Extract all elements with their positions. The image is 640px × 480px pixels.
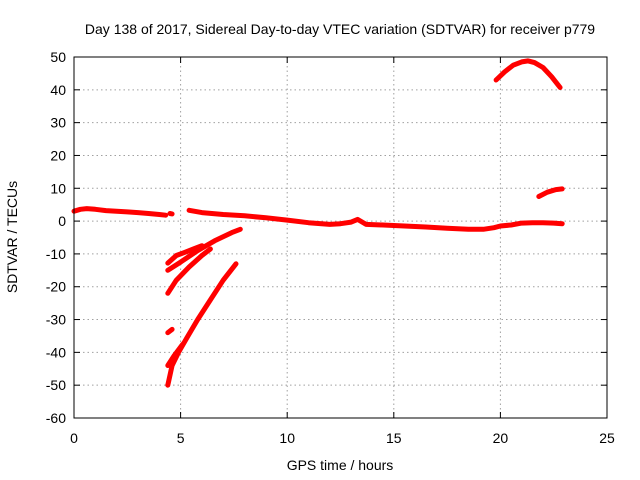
series-arc-drop-d: [165, 326, 175, 336]
series-arc-drop-f: [165, 341, 186, 368]
x-tick-label: 15: [386, 430, 402, 446]
y-tick-label: 10: [50, 180, 66, 196]
y-tick-label: 0: [58, 213, 66, 229]
axis-ticks: [73, 56, 608, 419]
y-axis-label: SDTVAR / TECUs: [4, 181, 20, 293]
y-tick-label: 30: [50, 115, 66, 131]
y-tick-label: -60: [46, 410, 66, 426]
x-tick-label: 20: [493, 430, 509, 446]
plot-frame: [73, 56, 608, 419]
x-axis-label: GPS time / hours: [287, 457, 394, 473]
x-tick-label: 5: [177, 430, 185, 446]
y-tick-label: 50: [50, 49, 66, 65]
series-arc-drop-a: [165, 243, 205, 266]
y-tick-labels: -60 -50 -40 -30 -20 -10 0 10 20 30 40 50: [46, 49, 66, 426]
y-tick-label: -50: [46, 377, 66, 393]
series-arc-drop-e: [165, 261, 239, 388]
grid-lines: [74, 57, 607, 418]
x-tick-label: 0: [70, 430, 78, 446]
series-arc-high-peak: [493, 58, 563, 90]
y-tick-label: -30: [46, 312, 66, 328]
data-traces: [71, 58, 565, 388]
series-arc-main-early: [71, 206, 169, 218]
x-tick-labels: 0 5 10 15 20 25: [70, 430, 615, 446]
y-tick-label: -40: [46, 344, 66, 360]
series-arc-drop-b: [165, 226, 243, 273]
chart-title: Day 138 of 2017, Sidereal Day-to-day VTE…: [85, 21, 595, 37]
y-tick-label: -10: [46, 246, 66, 262]
x-tick-label: 10: [279, 430, 295, 446]
y-tick-label: -20: [46, 279, 66, 295]
y-tick-label: 20: [50, 147, 66, 163]
series-arc-drop-c: [165, 246, 213, 296]
x-tick-label: 25: [599, 430, 615, 446]
series-arc-short-high: [536, 186, 565, 199]
series-arc-main-late: [186, 207, 565, 232]
y-tick-label: 40: [50, 82, 66, 98]
